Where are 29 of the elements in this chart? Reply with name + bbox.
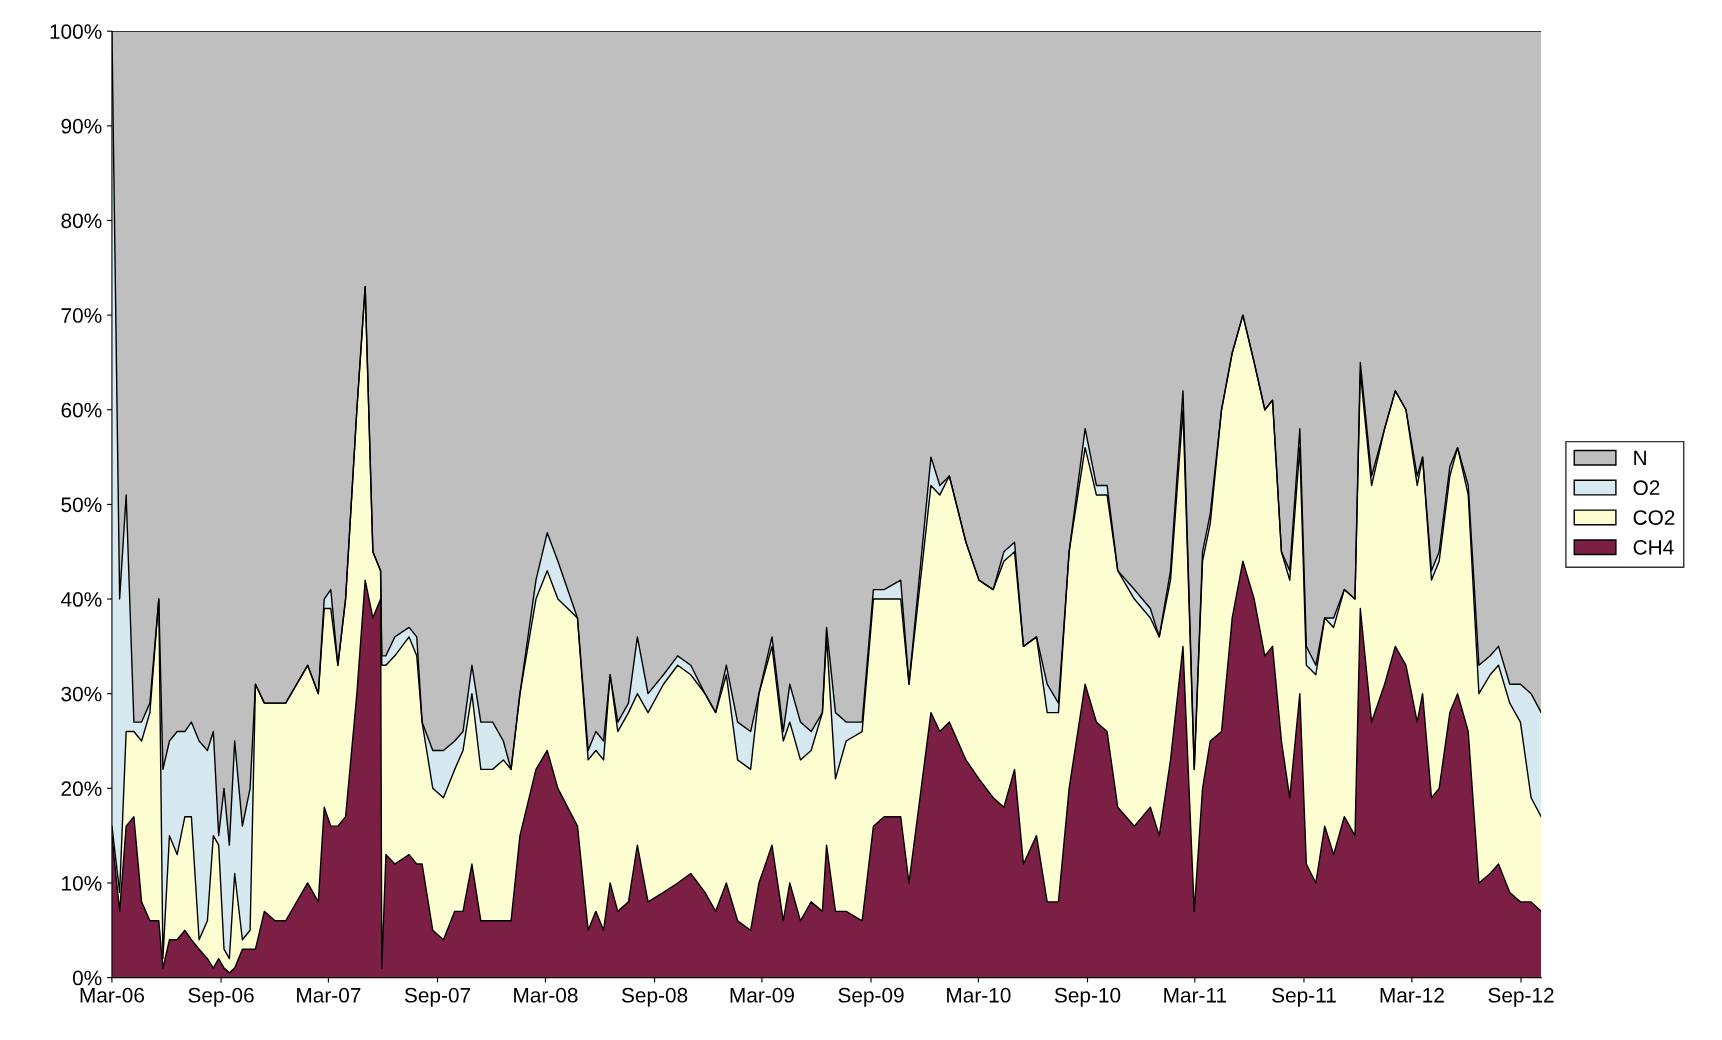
y-tick-label: 90% bbox=[61, 118, 102, 134]
x-tick-label: Mar-09 bbox=[730, 987, 794, 1003]
y-tick-label: 40% bbox=[60, 592, 102, 607]
y-tick-label: 100% bbox=[50, 24, 102, 39]
x-tick-label: Sep-09 bbox=[838, 987, 904, 1007]
x-tick-label: Sep-08 bbox=[621, 987, 688, 1007]
x-tick-label: Mar-10 bbox=[947, 987, 1011, 1003]
legend-label: O2 bbox=[1633, 480, 1660, 496]
y-tick-label: 30% bbox=[61, 686, 102, 702]
y-tick-label: 60% bbox=[61, 402, 102, 418]
y-tick-label: 0% bbox=[72, 970, 102, 986]
x-tick-label: Mar-12 bbox=[1380, 987, 1444, 1003]
y-tick-label: 10% bbox=[62, 875, 102, 891]
x-tick-label: Sep-10 bbox=[1054, 987, 1121, 1007]
y-tick-label: 70% bbox=[61, 308, 102, 323]
legend-label: CO2 bbox=[1633, 510, 1675, 525]
x-tick-label: Mar-06 bbox=[80, 987, 145, 1003]
x-tick-label: Mar-11 bbox=[1164, 988, 1227, 1003]
y-tick-label: 20% bbox=[61, 781, 102, 797]
x-tick-label: Sep-12 bbox=[1488, 987, 1554, 1007]
x-tick-label: Sep-11 bbox=[1272, 987, 1336, 1007]
x-tick-label: Sep-07 bbox=[404, 987, 471, 1007]
y-tick-label: 80% bbox=[61, 213, 102, 229]
legend-label: N bbox=[1634, 450, 1646, 466]
x-tick-label: Sep-06 bbox=[188, 987, 254, 1007]
x-tick-label: Mar-07 bbox=[297, 987, 361, 1003]
y-tick-label: 50% bbox=[61, 497, 102, 513]
x-tick-label: Mar-08 bbox=[514, 987, 578, 1003]
legend-label: CH4 bbox=[1633, 540, 1674, 555]
